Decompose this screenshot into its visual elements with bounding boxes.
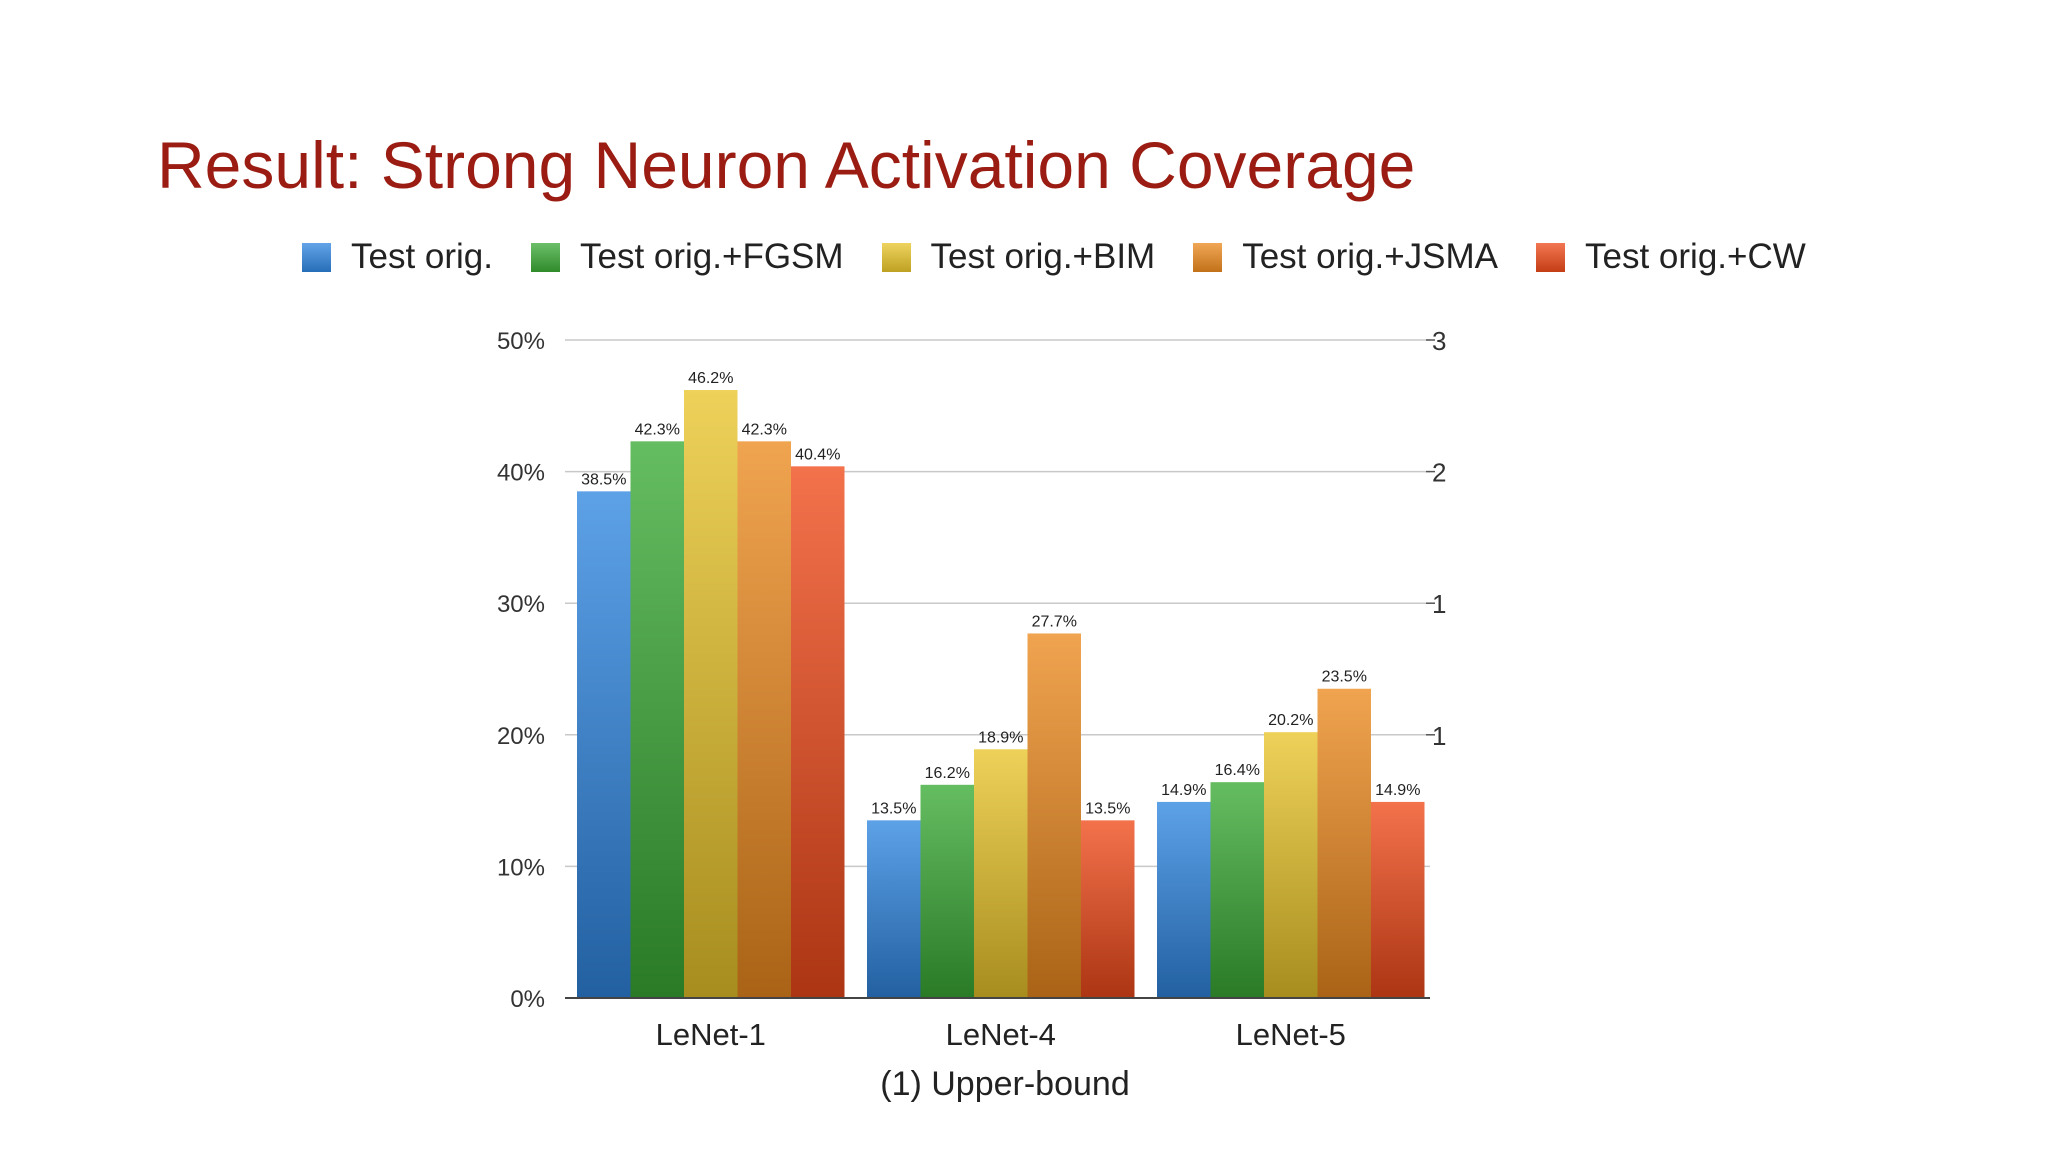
data-label: 40.4% xyxy=(795,446,840,463)
category-label-lenet-1: LeNet-1 xyxy=(656,1017,766,1052)
y-tick-label: 40% xyxy=(497,460,545,487)
legend-swatch xyxy=(1193,242,1223,272)
category-label-lenet-4: LeNet-4 xyxy=(946,1017,1056,1052)
legend-swatch xyxy=(531,242,560,272)
y-axis-ticks: 0% 10% 20% 30% 40% 50% xyxy=(497,328,545,1013)
legend-label: Test orig. xyxy=(351,237,493,276)
legend-item-test-orig: Test orig. xyxy=(302,237,493,277)
data-label: 27.7% xyxy=(1032,613,1077,630)
data-labels: 38.5% 42.3% 46.2% 42.3% 40.4% 13.5% 16.2% 18.9%… xyxy=(581,370,1420,817)
data-label: 16.4% xyxy=(1215,762,1260,779)
data-label: 23.5% xyxy=(1322,669,1367,686)
right-axis-tick-label: 1 xyxy=(1432,589,1446,619)
legend-label: Test orig.+JSMA xyxy=(1242,237,1499,276)
bar-lenet-5-test-orig-bim xyxy=(1264,732,1318,998)
legend-swatch xyxy=(881,242,911,272)
legend-item-test-orig-cw: Test orig.+CW xyxy=(1536,237,1806,277)
bar-lenet-4-test-orig-jsma xyxy=(1027,633,1081,998)
legend-swatch xyxy=(1536,242,1566,272)
data-label: 14.9% xyxy=(1161,782,1206,799)
bar-lenet-5-test-orig-fgsm xyxy=(1210,782,1264,998)
right-axis-tick-label: 3 xyxy=(1432,326,1446,356)
category-labels: LeNet-1 LeNet-4 LeNet-5 xyxy=(656,1017,1346,1052)
data-label: 20.2% xyxy=(1268,712,1313,729)
legend-label: Test orig.+FGSM xyxy=(580,237,844,276)
bar-chart: 0% 10% 20% 30% 40% 50% 3 2 1 1 38.5% 42.3% 46.2% 42… xyxy=(497,326,1447,1103)
right-axis-ticks: 3 2 1 1 xyxy=(1426,326,1446,751)
legend-item-test-orig-fgsm: Test orig.+FGSM xyxy=(531,237,844,277)
category-label-lenet-5: LeNet-5 xyxy=(1236,1017,1346,1052)
data-label: 13.5% xyxy=(1085,800,1130,817)
legend-label: Test orig.+CW xyxy=(1585,237,1806,276)
bars xyxy=(577,390,1425,998)
right-axis-tick-label: 2 xyxy=(1432,458,1446,488)
legend-item-test-orig-bim: Test orig.+BIM xyxy=(881,237,1156,277)
y-tick-label: 50% xyxy=(497,328,545,355)
y-tick-label: 10% xyxy=(497,854,545,881)
data-label: 46.2% xyxy=(688,370,733,387)
data-label: 14.9% xyxy=(1375,782,1420,799)
bar-lenet-5-test-orig xyxy=(1157,801,1211,998)
legend-item-test-orig-jsma: Test orig.+JSMA xyxy=(1193,237,1498,277)
chart-legend: Test orig. Test orig.+FGSM Test orig.+BIM T… xyxy=(302,237,1806,277)
bar-lenet-4-test-orig-fgsm xyxy=(920,784,974,998)
data-label: 13.5% xyxy=(871,800,916,817)
legend-swatch xyxy=(302,242,331,272)
bar-lenet-1-test-orig-jsma xyxy=(737,441,791,998)
data-label: 42.3% xyxy=(635,421,680,438)
y-tick-label: 0% xyxy=(510,986,545,1013)
data-label: 38.5% xyxy=(581,471,626,488)
bar-lenet-1-test-orig xyxy=(577,491,631,998)
bar-lenet-4-test-orig-bim xyxy=(974,749,1028,998)
bar-lenet-5-test-orig-cw xyxy=(1371,801,1425,998)
bar-lenet-1-test-orig-cw xyxy=(791,466,845,998)
bar-lenet-4-test-orig xyxy=(867,820,921,998)
bar-lenet-1-test-orig-bim xyxy=(684,390,738,998)
bar-lenet-4-test-orig-cw xyxy=(1081,820,1135,998)
slide-title: Result: Strong Neuron Activation Coverag… xyxy=(157,128,1416,202)
bar-lenet-5-test-orig-jsma xyxy=(1317,688,1371,998)
data-label: 16.2% xyxy=(925,765,970,782)
y-tick-label: 20% xyxy=(497,723,545,750)
right-axis-tick-label: 1 xyxy=(1432,721,1446,751)
legend-label: Test orig.+BIM xyxy=(930,237,1156,276)
bar-lenet-1-test-orig-fgsm xyxy=(630,441,684,998)
data-label: 42.3% xyxy=(742,421,787,438)
data-label: 18.9% xyxy=(978,729,1023,746)
chart-caption: (1) Upper-bound xyxy=(880,1065,1129,1103)
y-tick-label: 30% xyxy=(497,591,545,618)
